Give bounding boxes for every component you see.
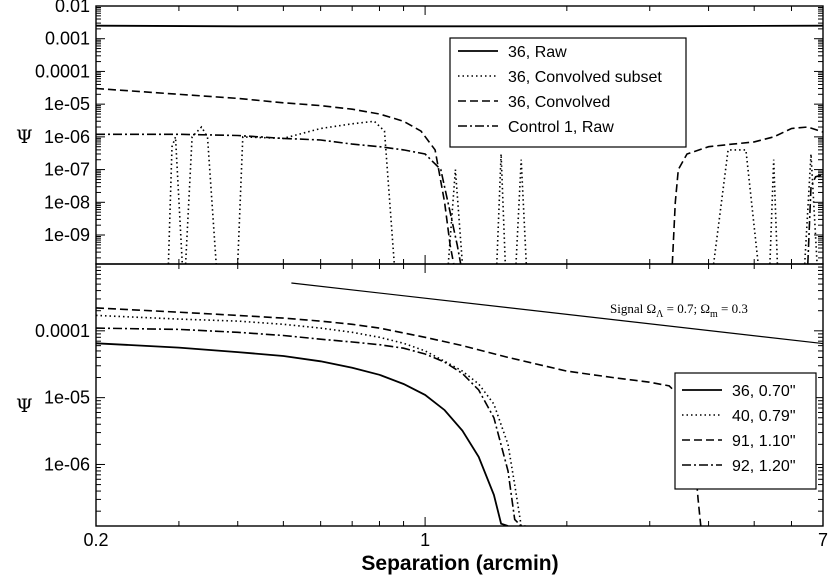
top-series-36-convolved-subset <box>167 136 184 264</box>
x-axis-ticks: 0.2 1 7 <box>83 6 828 550</box>
x-tick-label: 7 <box>818 530 828 550</box>
top-series-36-convolved-subset <box>184 125 217 264</box>
top-series-36-convolved-subset <box>803 153 818 264</box>
top-series-36-convolved-subset <box>496 153 507 264</box>
top-legend-label: Control 1, Raw <box>508 119 614 136</box>
top-series-group <box>96 24 823 264</box>
bottom-legend: 36, 0.70" 40, 0.79" 91, 1.10" 92, 1.20" <box>674 372 817 490</box>
bottom-series-36-0-70 <box>96 342 509 526</box>
top-series-36-convolved-subset <box>515 159 528 264</box>
top-series-control-1-raw <box>96 133 462 264</box>
bottom-y-tick-label: 1e-05 <box>44 388 90 408</box>
signal-label: Signal ΩΛ = 0.7; Ωm = 0.3 <box>610 301 748 320</box>
top-panel: 0.01 0.001 0.0001 1e-05 1e-06 1e-07 1e-08 1e-09… <box>16 0 824 265</box>
bottom-series-92-1-20 <box>96 327 522 526</box>
top-series-36-convolved-subset <box>712 149 759 264</box>
bottom-y-axis-label: Ψ <box>16 395 33 417</box>
signal-line <box>291 282 824 345</box>
bottom-plot-frame <box>95 263 824 527</box>
top-legend-box <box>449 37 687 148</box>
top-series-36-convolved-subset <box>447 169 464 264</box>
top-series-36-convolved <box>96 87 455 264</box>
bottom-legend-box <box>674 372 817 490</box>
bottom-y-ticks: 0.0001 1e-05 1e-06 <box>35 263 823 512</box>
top-y-tick-label: 1e-08 <box>44 192 90 212</box>
bottom-series-91-1-10 <box>96 307 702 526</box>
signal-annotation: Signal ΩΛ = 0.7; Ωm = 0.3 <box>291 282 824 345</box>
top-y-tick-label: 0.01 <box>55 0 90 16</box>
top-y-tick-label: 1e-07 <box>44 160 90 180</box>
signal-label-main: Signal Ω <box>610 301 656 316</box>
bottom-y-tick-label: 0.0001 <box>35 321 90 341</box>
top-y-tick-label: 1e-09 <box>44 225 90 245</box>
signal-label-sub1: Λ <box>656 309 664 320</box>
signal-label-sub2: m <box>710 309 718 320</box>
top-y-axis-label: Ψ <box>16 126 33 148</box>
bottom-series-40-0-79 <box>96 314 528 526</box>
bottom-legend-label: 40, 0.79" <box>732 408 796 425</box>
x-tick-label: 0.2 <box>83 530 108 550</box>
top-series-36-raw <box>96 24 823 28</box>
top-y-tick-label: 1e-06 <box>44 127 90 147</box>
top-series-control-1-raw <box>807 173 823 264</box>
bottom-series-group <box>96 307 702 526</box>
top-series-36-convolved-subset <box>236 120 396 264</box>
x-tick-label: 1 <box>420 530 430 550</box>
top-y-ticks: 0.01 0.001 0.0001 1e-05 1e-06 1e-07 1e-08 1e-09 <box>35 0 823 259</box>
top-y-tick-label: 0.001 <box>45 29 90 49</box>
top-y-tick-label: 0.0001 <box>35 61 90 81</box>
bottom-legend-label: 91, 1.10" <box>732 433 796 450</box>
top-y-tick-label: 1e-05 <box>44 94 90 114</box>
top-legend: 36, Raw 36, Convolved subset 36, Convolved… <box>449 37 687 148</box>
top-legend-label: 36, Convolved <box>508 94 610 111</box>
signal-label-mid: = 0.7; Ω <box>663 301 710 316</box>
bottom-legend-items: 36, 0.70" 40, 0.79" 91, 1.10" 92, 1.20" <box>682 383 796 475</box>
top-legend-items: 36, Raw 36, Convolved subset 36, Convolved… <box>458 44 662 136</box>
bottom-legend-label: 92, 1.20" <box>732 458 796 475</box>
bottom-legend-label: 36, 0.70" <box>732 383 796 400</box>
bottom-y-tick-label: 1e-06 <box>44 454 90 474</box>
top-series-36-convolved <box>671 126 823 264</box>
bottom-panel: 0.0001 1e-05 1e-06 Ψ Signal ΩΛ = 0.7; Ωm =… <box>16 263 824 527</box>
top-legend-label: 36, Convolved subset <box>508 69 662 86</box>
signal-label-end: = 0.3 <box>718 301 748 316</box>
top-series-36-convolved-subset <box>769 159 779 264</box>
top-legend-label: 36, Raw <box>508 44 567 61</box>
x-axis-title: Separation (arcmin) <box>361 552 558 575</box>
